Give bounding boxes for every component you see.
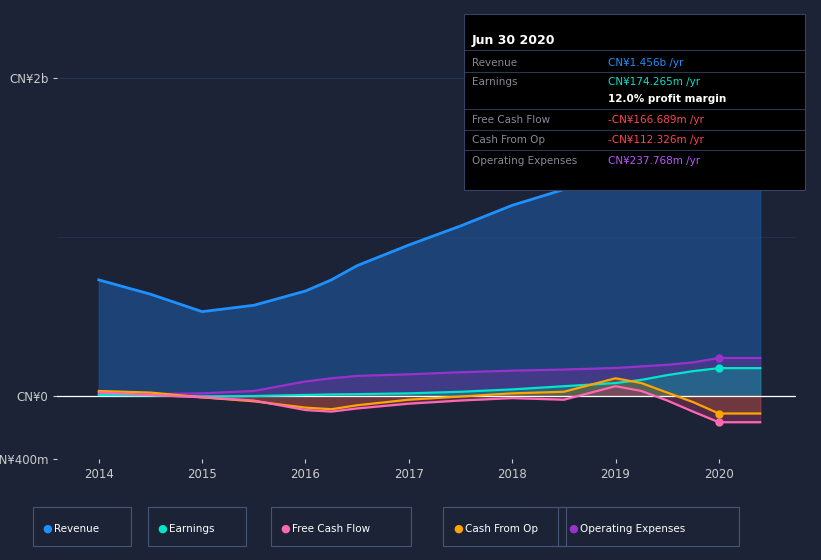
Text: CN¥1.456b /yr: CN¥1.456b /yr	[608, 58, 683, 68]
Text: 12.0% profit margin: 12.0% profit margin	[608, 94, 726, 104]
Text: CN¥237.768m /yr: CN¥237.768m /yr	[608, 156, 699, 166]
Text: Cash From Op: Cash From Op	[465, 524, 538, 534]
Text: ●: ●	[43, 524, 53, 534]
Text: ●: ●	[158, 524, 167, 534]
Text: Revenue: Revenue	[54, 524, 99, 534]
Text: Free Cash Flow: Free Cash Flow	[292, 524, 370, 534]
Text: Jun 30 2020: Jun 30 2020	[472, 34, 556, 48]
Text: CN¥174.265m /yr: CN¥174.265m /yr	[608, 77, 699, 87]
Text: Operating Expenses: Operating Expenses	[472, 156, 577, 166]
Text: Earnings: Earnings	[169, 524, 214, 534]
Text: -CN¥166.689m /yr: -CN¥166.689m /yr	[608, 115, 704, 125]
Text: Free Cash Flow: Free Cash Flow	[472, 115, 550, 125]
Text: Cash From Op: Cash From Op	[472, 135, 545, 145]
Text: ●: ●	[453, 524, 463, 534]
Text: Operating Expenses: Operating Expenses	[580, 524, 685, 534]
Text: ●: ●	[281, 524, 291, 534]
Text: -CN¥112.326m /yr: -CN¥112.326m /yr	[608, 135, 704, 145]
Text: Revenue: Revenue	[472, 58, 517, 68]
Text: ●: ●	[568, 524, 578, 534]
Text: Earnings: Earnings	[472, 77, 517, 87]
